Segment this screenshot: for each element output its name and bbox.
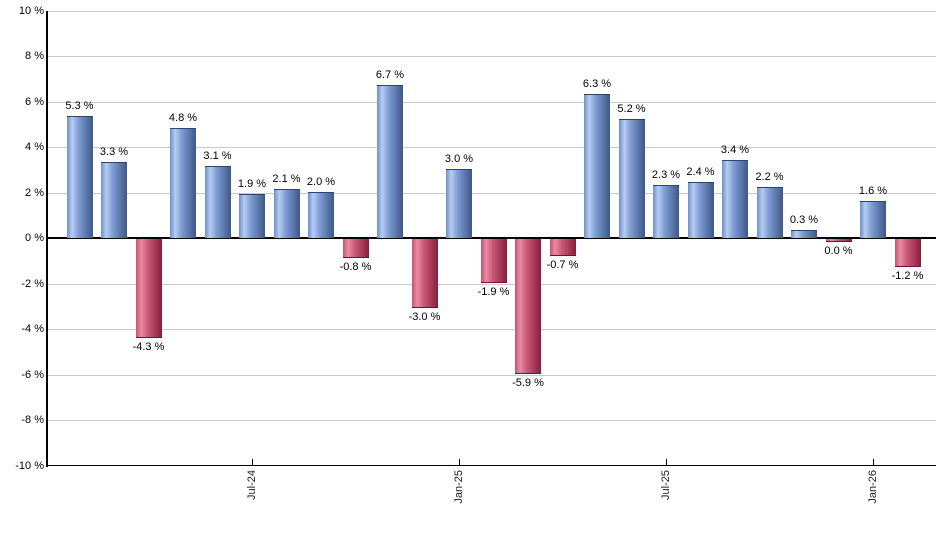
gridline [48, 283, 936, 285]
positive-bar [618, 118, 645, 238]
gridline [48, 101, 936, 103]
positive-bar [204, 166, 231, 238]
x-axis-line [48, 464, 936, 466]
positive-bar [687, 182, 714, 238]
positive-bar [273, 189, 300, 238]
bar-value-label: 4.8 % [168, 111, 198, 124]
x-tick-mark [252, 459, 253, 465]
bar-value-label: 2.1 % [272, 173, 301, 186]
negative-bar [894, 239, 921, 268]
positive-bar [377, 84, 403, 238]
bar-value-label: 5.2 % [617, 102, 646, 115]
positive-bar [653, 184, 679, 238]
y-tick-label: -6 % [21, 368, 44, 381]
y-axis-line [46, 11, 48, 467]
negative-bar [549, 239, 576, 256]
gridline [48, 147, 936, 148]
positive-bar [239, 193, 265, 238]
gridline [48, 56, 936, 57]
negative-bar [135, 239, 162, 338]
bar-value-label: 0.3 % [789, 214, 819, 227]
x-tick-label: Jan-25 [453, 470, 465, 504]
positive-bar [101, 161, 127, 238]
y-tick-label: 4 % [25, 141, 44, 153]
negative-bar [411, 239, 438, 309]
bar-value-label: 5.3 % [65, 100, 94, 113]
gridline [48, 374, 936, 376]
bar-value-label: 3.0 % [444, 152, 474, 165]
positive-bar [308, 191, 334, 238]
x-tick-mark [459, 459, 460, 465]
bar-value-label: 1.6 % [858, 184, 888, 197]
x-tick-mark [873, 459, 874, 465]
bar-value-label: 6.7 % [375, 68, 405, 81]
bar-value-label: 6.3 % [582, 77, 612, 90]
bar-value-label: -4.3 % [132, 340, 165, 353]
bar-value-label: 3.1 % [203, 150, 232, 163]
bar-value-label: 2.0 % [306, 175, 336, 188]
bar-value-label: 0.0 % [824, 244, 853, 257]
gridline [48, 329, 936, 330]
y-tick-label: -2 % [21, 277, 44, 290]
bar-value-label: -5.9 % [512, 377, 544, 390]
y-tick-label: -8 % [21, 414, 44, 426]
gridline [48, 420, 936, 421]
bar-value-label: -0.8 % [339, 261, 372, 274]
bar-value-label: -0.7 % [546, 258, 579, 271]
negative-bar [480, 239, 507, 284]
gridline [48, 11, 936, 12]
bar-value-label: 2.4 % [686, 166, 715, 179]
y-tick-label: 6 % [25, 95, 44, 108]
gridline [48, 192, 936, 194]
negative-bar [342, 239, 369, 259]
positive-bar [584, 93, 610, 238]
positive-bar [756, 186, 783, 238]
x-tick-label: Jul-24 [246, 470, 258, 500]
x-tick-label: Jul-25 [660, 470, 672, 500]
bar-value-label: 1.9 % [237, 177, 267, 190]
x-tick-mark [666, 459, 667, 465]
bar-value-label: 3.3 % [99, 145, 129, 158]
y-tick-label: 8 % [25, 50, 44, 62]
bar-value-label: 2.3 % [651, 168, 681, 181]
positive-bar [722, 159, 748, 238]
bar-value-label: 2.2 % [755, 170, 784, 183]
positive-bar [860, 200, 886, 238]
y-tick-label: 10 % [18, 4, 44, 17]
positive-bar [66, 116, 93, 238]
x-tick-label: Jan-26 [867, 470, 879, 504]
positive-bar [791, 230, 817, 238]
y-tick-label: 2 % [25, 186, 44, 199]
positive-bar [446, 168, 472, 238]
positive-bar [170, 127, 196, 238]
y-tick-label: -4 % [21, 323, 44, 335]
negative-bar [825, 239, 852, 242]
bar-value-label: -1.9 % [477, 286, 510, 299]
bar-value-label: -1.2 % [891, 270, 924, 283]
y-tick-label: 0 % [25, 232, 44, 244]
negative-bar [515, 239, 541, 375]
bar-value-label: -3.0 % [408, 311, 441, 324]
plot-area: 5.3 % 3.3 % -4.3 % 4.8 % 3.1 % 1.9 % 2.1 % 2.0 … [46, 11, 936, 467]
y-tick-label: -10 % [15, 459, 44, 472]
bar-value-label: 3.4 % [720, 143, 750, 156]
zero-axis-line [48, 237, 936, 239]
